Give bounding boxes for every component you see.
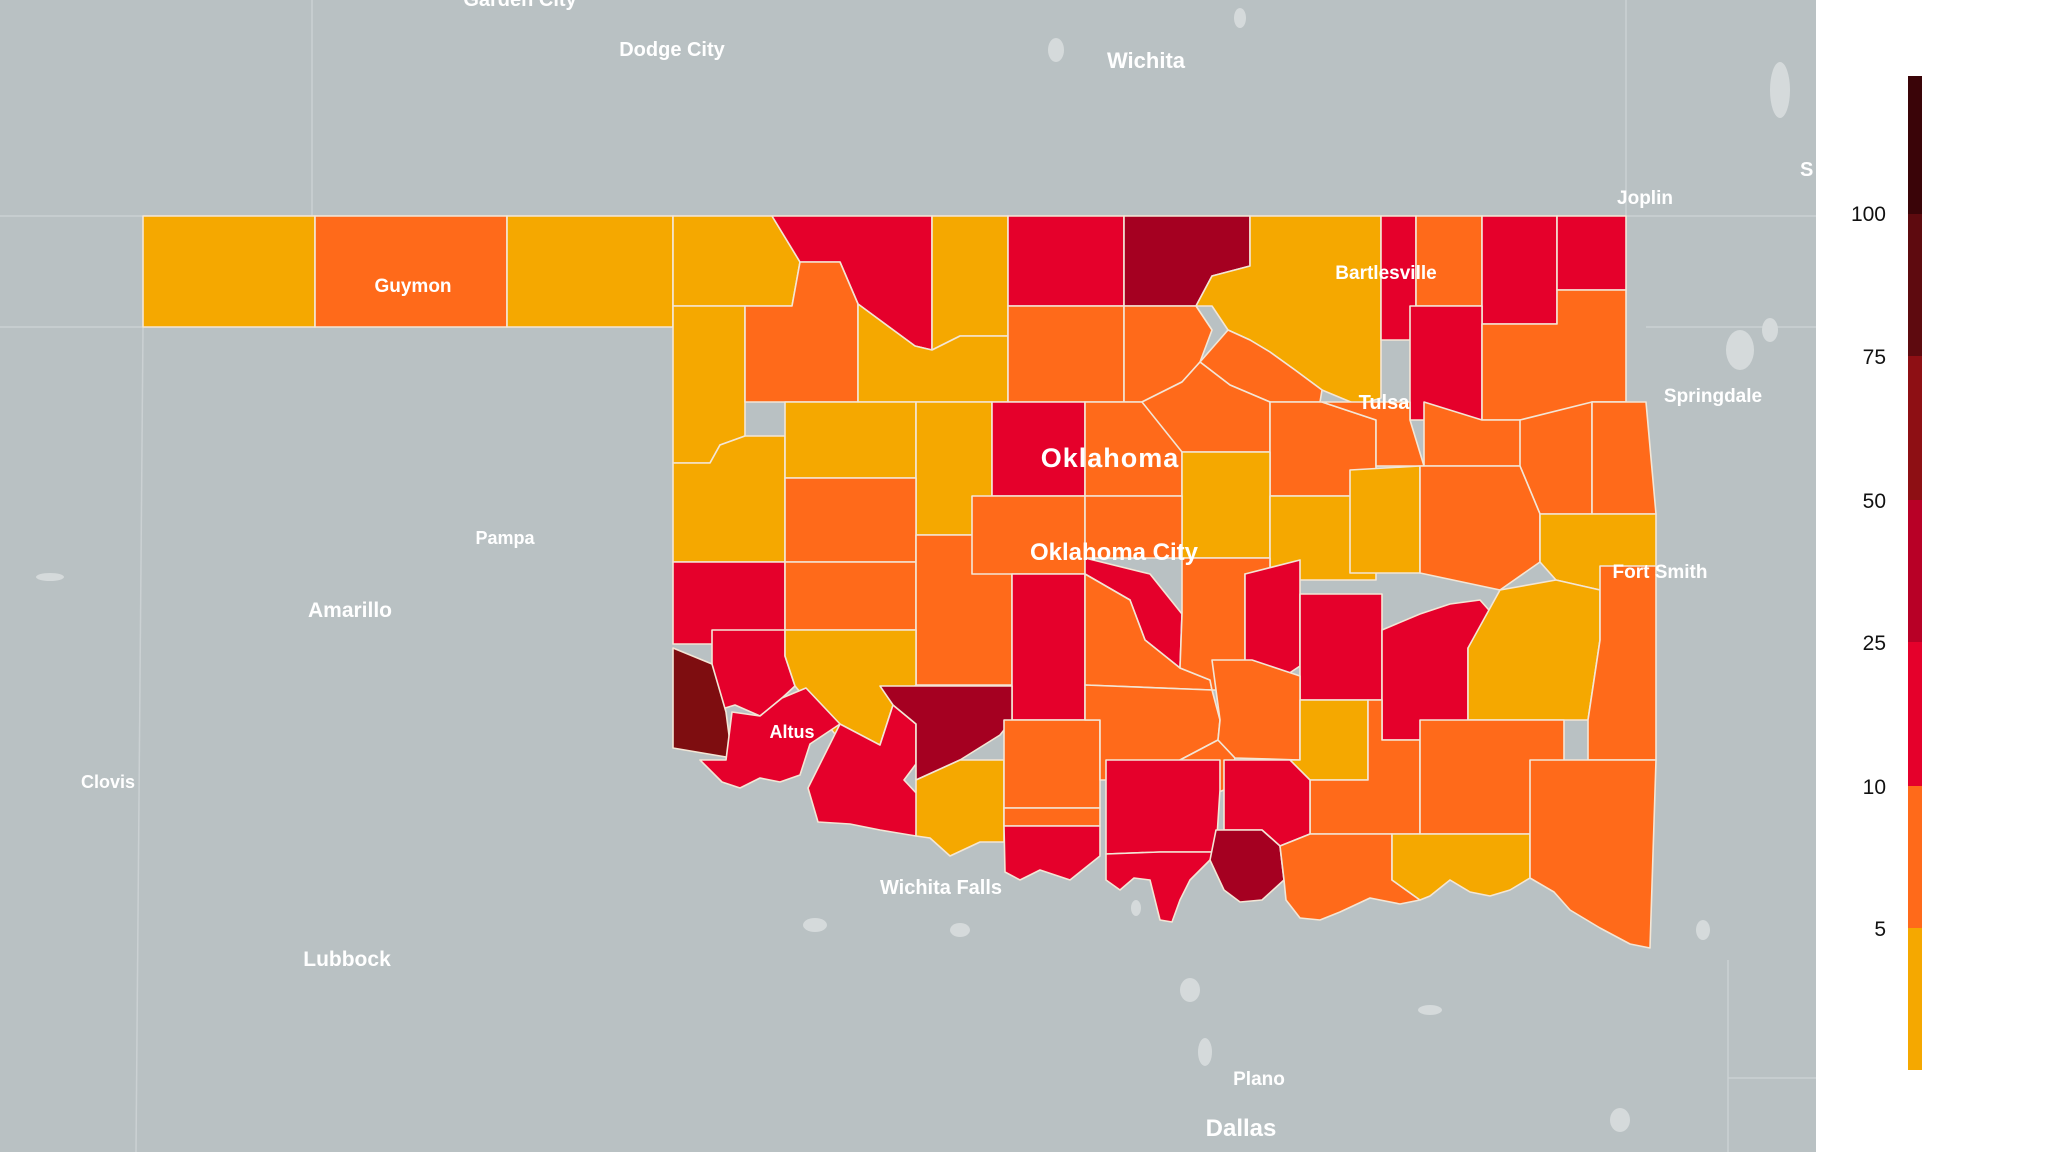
county-love[interactable]: [1105, 851, 1217, 923]
city-label-bartlesville: Bartlesville: [1335, 263, 1436, 284]
county-pontotoc[interactable]: [1211, 659, 1301, 761]
county-beaver[interactable]: [506, 215, 674, 328]
county-mccurtain[interactable]: [1529, 759, 1657, 949]
county-jefferson-west[interactable]: [1003, 807, 1101, 827]
county-muskogee[interactable]: [1419, 465, 1541, 591]
legend-bin-0: [1908, 928, 1922, 1070]
legend-ticks: 100 75 50 25 10 5: [1851, 203, 1886, 941]
city-label-wichita: Wichita: [1107, 48, 1186, 73]
county-coal[interactable]: [1289, 699, 1369, 781]
county-garfield[interactable]: [1007, 305, 1125, 403]
county-cotton[interactable]: [915, 759, 1005, 857]
county-stephens[interactable]: [1003, 719, 1101, 809]
map-area[interactable]: Garden City Dodge City Wichita Joplin Ba…: [0, 0, 1816, 1152]
county-grady[interactable]: [1011, 573, 1086, 721]
legend-tick-100: 100: [1851, 203, 1886, 226]
color-scale-bar: [1908, 76, 1922, 1070]
city-label-dallas: Dallas: [1206, 1115, 1277, 1142]
county-jackson[interactable]: [699, 687, 841, 789]
county-okfuskee[interactable]: [1349, 465, 1421, 574]
county-hughes[interactable]: [1299, 593, 1383, 701]
legend-bin-4: [1908, 356, 1922, 500]
county-washita[interactable]: [784, 561, 917, 631]
county-woodward[interactable]: [744, 261, 859, 403]
city-label-guymon: Guymon: [374, 276, 451, 297]
oklahoma-counties: [142, 215, 1657, 949]
county-nowata[interactable]: [1415, 215, 1483, 307]
state-label-oklahoma: Oklahoma: [1041, 443, 1180, 473]
legend-bin-6: [1908, 76, 1922, 214]
county-marshall[interactable]: [1209, 829, 1285, 903]
legend-bin-2: [1908, 642, 1922, 786]
county-alfalfa[interactable]: [931, 215, 1009, 351]
lakes: [36, 8, 1790, 1132]
city-label-altus: Altus: [770, 722, 815, 742]
city-label-lubbock: Lubbock: [303, 948, 391, 971]
legend-tick-5: 5: [1874, 918, 1886, 941]
legend-tick-75: 75: [1863, 346, 1886, 369]
county-custer[interactable]: [784, 477, 917, 563]
city-label-oklahoma-city: Oklahoma City: [1030, 539, 1199, 566]
city-label-wichita-falls: Wichita Falls: [880, 877, 1002, 899]
county-adair[interactable]: [1591, 401, 1657, 515]
legend-tick-50: 50: [1863, 490, 1886, 513]
city-label-joplin: Joplin: [1617, 188, 1673, 209]
city-label-garden-city: Garden City: [463, 0, 577, 11]
city-label-tulsa: Tulsa: [1359, 392, 1411, 414]
county-cimarron[interactable]: [142, 215, 316, 328]
city-label-fort-smith: Fort Smith: [1613, 562, 1708, 583]
legend-tick-10: 10: [1863, 776, 1886, 799]
city-label-plano: Plano: [1233, 1069, 1285, 1090]
city-label-pampa: Pampa: [475, 528, 535, 548]
city-label-clovis: Clovis: [81, 772, 135, 792]
legend-tick-25: 25: [1863, 632, 1886, 655]
legend-bin-1: [1908, 786, 1922, 928]
county-dewey[interactable]: [784, 401, 917, 479]
county-grant[interactable]: [1007, 215, 1125, 307]
county-ottawa[interactable]: [1556, 215, 1627, 291]
county-texas[interactable]: [314, 215, 508, 328]
legend-bin-5: [1908, 214, 1922, 356]
city-label-amarillo: Amarillo: [308, 599, 392, 622]
legend-panel: 100 75 50 25 10 5: [1816, 0, 2048, 1152]
county-carter[interactable]: [1105, 759, 1221, 855]
city-label-cut-off-s: S: [1800, 159, 1813, 181]
county-rogers[interactable]: [1409, 305, 1483, 421]
county-craig[interactable]: [1481, 215, 1558, 325]
map-labels: Garden City Dodge City Wichita Joplin Ba…: [81, 0, 1813, 1142]
city-label-dodge-city: Dodge City: [619, 39, 725, 61]
legend-bin-3: [1908, 500, 1922, 642]
city-label-springdale: Springdale: [1664, 386, 1762, 407]
county-jefferson[interactable]: [1003, 825, 1101, 881]
